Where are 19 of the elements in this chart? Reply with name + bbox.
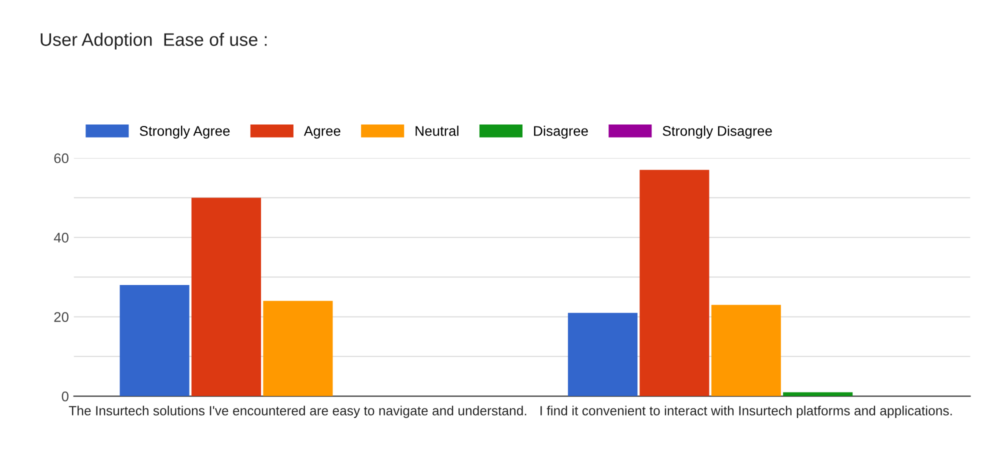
bar	[263, 300, 333, 396]
y-tick-label: 0	[62, 392, 68, 402]
legend-label: Neutral	[416, 126, 458, 136]
x-tick-label: The Insurtech solutions I've encountered are easy to navigate and understand.	[68, 406, 526, 418]
legend-label: Strongly Agree	[140, 126, 230, 139]
bar	[120, 285, 190, 396]
chart-title: User Adoption Ease of use :	[40, 32, 267, 50]
bar	[783, 392, 853, 396]
y-tick-label: 40	[54, 232, 68, 243]
legend-label: Disagree	[534, 126, 588, 139]
legend-label: Strongly Disagree	[662, 126, 772, 139]
bar	[191, 198, 262, 396]
legend-label: Agree	[304, 126, 340, 139]
y-tick-label: 60	[54, 153, 68, 164]
bar	[568, 312, 638, 396]
bar	[640, 170, 710, 396]
x-tick-label: I find it convenient to interact with Insurtech platforms and applications.	[540, 406, 952, 418]
y-tick-label: 20	[54, 312, 68, 322]
bar	[711, 304, 781, 396]
